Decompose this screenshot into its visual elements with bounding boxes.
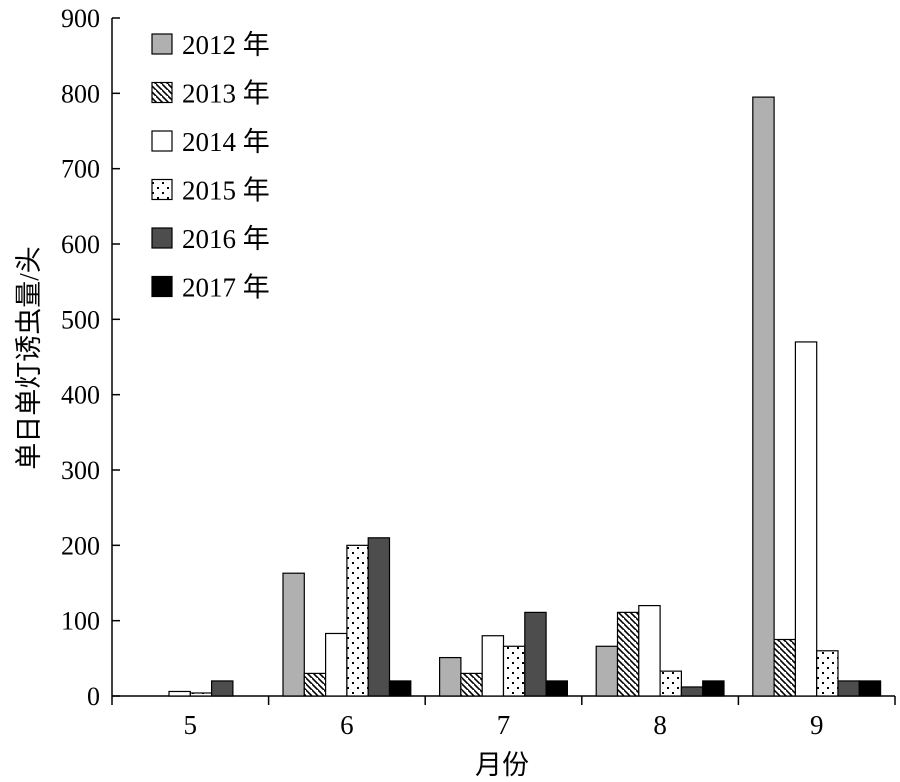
y-tick-label: 800	[61, 79, 100, 108]
bar	[794, 341, 818, 697]
x-axis-ticks: 5 6 7 8 9	[111, 696, 896, 740]
legend-swatch	[151, 227, 173, 249]
y-tick-label: 400	[61, 381, 100, 410]
y-tick-label: 700	[61, 155, 100, 184]
bar	[616, 611, 640, 697]
bar	[702, 680, 725, 697]
x-tick-label: 9	[810, 710, 824, 740]
legend: 2012 年 2013 年 2014 年 2015 年 2016 年 2017 年	[151, 30, 270, 303]
bar	[168, 690, 191, 697]
bar	[752, 96, 775, 697]
legend-swatch	[151, 275, 173, 298]
y-tick-label: 300	[61, 456, 100, 485]
y-tick-label: 600	[61, 230, 100, 259]
bar	[524, 611, 547, 697]
legend-label: 2013 年	[182, 79, 270, 109]
legend-label: 2017 年	[182, 273, 270, 303]
legend-swatch	[151, 33, 173, 55]
legend-swatch	[151, 178, 173, 201]
bar	[211, 680, 234, 697]
bar	[680, 686, 704, 697]
y-tick-label: 100	[61, 607, 100, 636]
legend-label: 2012 年	[182, 30, 270, 60]
bar	[837, 680, 860, 697]
bar	[189, 692, 213, 697]
legend-swatch	[151, 81, 173, 104]
bar	[439, 656, 462, 697]
y-tick-label: 0	[87, 682, 100, 711]
bar	[595, 645, 619, 697]
bar	[388, 680, 412, 697]
legend-label: 2015 年	[182, 176, 270, 206]
bar	[502, 645, 526, 697]
bar	[659, 670, 682, 697]
bar	[481, 635, 505, 697]
axes	[111, 18, 895, 697]
x-tick-label: 8	[653, 710, 667, 740]
bar	[545, 680, 568, 697]
bar	[638, 604, 661, 697]
x-tick-label: 7	[497, 710, 511, 740]
bar	[282, 572, 305, 697]
bar	[816, 650, 839, 697]
x-tick-label: 6	[340, 710, 354, 740]
bar	[460, 672, 483, 697]
bar	[858, 680, 882, 697]
y-tick-label: 200	[61, 531, 100, 560]
x-tick-label: 5	[184, 710, 198, 740]
y-axis-label: 单日单灯诱虫量/头	[14, 246, 44, 470]
y-tick-label: 900	[61, 4, 100, 33]
bar	[367, 537, 391, 697]
x-axis-label: 月份	[475, 750, 529, 780]
bar	[773, 638, 796, 697]
legend-swatch	[151, 130, 173, 152]
bar	[325, 632, 348, 697]
y-axis-ticks: 0 100 200 300 400 500 600 700 800 900	[61, 4, 120, 711]
legend-label: 2014 年	[182, 127, 270, 157]
bar	[346, 544, 369, 697]
bar	[303, 672, 327, 697]
y-tick-label: 500	[61, 305, 100, 334]
legend-label: 2016 年	[182, 224, 270, 254]
bars	[168, 96, 882, 697]
